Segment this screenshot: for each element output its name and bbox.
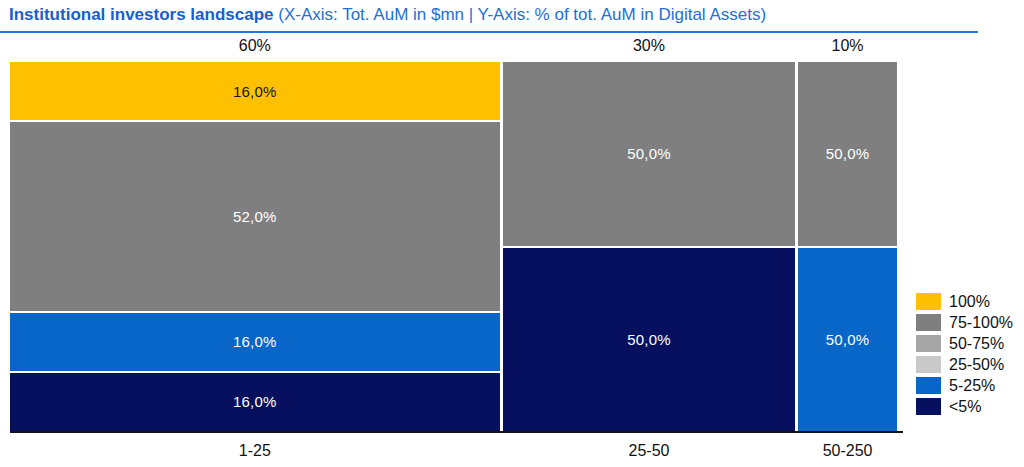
legend-swatch [916, 293, 941, 310]
x-axis-tick-label: 50-250 [798, 431, 896, 461]
column-bars: 50,0% 50,0% [798, 62, 896, 431]
segment-value-label: 52,0% [233, 208, 277, 225]
legend-label: 5-25% [949, 377, 995, 395]
segment-value-label: 50,0% [627, 331, 671, 348]
mosaic-segment-100%: 16,0% [10, 62, 500, 120]
segment-value-label: 16,0% [233, 393, 277, 410]
segment-value-label: 50,0% [627, 145, 671, 162]
legend-item: 100% [916, 293, 1013, 310]
legend-swatch [916, 398, 941, 415]
mosaic-column-50-250: 10% 50,0% 50,0% 50-250 [798, 37, 896, 461]
legend-label: 50-75% [949, 335, 1004, 353]
mosaic-segment-5-25%: 16,0% [10, 313, 500, 371]
legend-swatch [916, 377, 941, 394]
legend-item: 50-75% [916, 335, 1013, 352]
x-axis-line [10, 431, 903, 433]
mosaic-segment-75-100%: 50,0% [798, 62, 896, 246]
legend-item: <5% [916, 398, 1013, 415]
chart-canvas: Institutional investors landscape (X-Axi… [0, 0, 1024, 467]
mosaic-columns: 60%16,0%52,0%16,0%16,0%1-2530%50,0%50,0%… [10, 37, 903, 461]
legend-swatch [916, 356, 941, 373]
legend-label: 75-100% [949, 314, 1013, 332]
legend: 100% 75-100% 50-75% 25-50% 5-25% <5% [916, 293, 1013, 415]
chart-title-main: Institutional investors landscape [9, 5, 274, 24]
chart-title-axis-note: (X-Axis: Tot. AuM in $mn | Y-Axis: % of … [274, 5, 767, 24]
column-bars: 16,0% 52,0% 16,0% 16,0% [10, 62, 500, 431]
segment-value-label: 50,0% [826, 331, 870, 348]
segment-value-label: 16,0% [233, 83, 277, 100]
column-width-label: 10% [798, 37, 896, 62]
legend-label: 25-50% [949, 356, 1004, 374]
mosaic-segment-5-25%: 50,0% [798, 248, 896, 432]
column-width-label: 60% [10, 37, 500, 62]
mosaic-plot: 60%16,0%52,0%16,0%16,0%1-2530%50,0%50,0%… [10, 37, 903, 461]
mosaic-segment-75-100%: 52,0% [10, 122, 500, 311]
mosaic-segment-<5%: 16,0% [10, 373, 500, 431]
mosaic-column-1-25: 60% 16,0% 52,0% 16,0% 16,0% 1-25 [10, 37, 500, 461]
mosaic-column-25-50: 30% 50,0% 50,0% 25-50 [503, 37, 796, 461]
legend-label: 100% [949, 293, 990, 311]
x-axis-tick-label: 1-25 [10, 431, 500, 461]
x-axis-tick-label: 25-50 [503, 431, 796, 461]
legend-item: 75-100% [916, 314, 1013, 331]
segment-value-label: 16,0% [233, 333, 277, 350]
mosaic-segment-75-100%: 50,0% [503, 62, 796, 246]
segment-value-label: 50,0% [826, 145, 870, 162]
legend-item: 25-50% [916, 356, 1013, 373]
column-width-label: 30% [503, 37, 796, 62]
legend-swatch [916, 335, 941, 352]
chart-title: Institutional investors landscape (X-Axi… [0, 0, 978, 33]
legend-swatch [916, 314, 941, 331]
mosaic-segment-<5%: 50,0% [503, 248, 796, 432]
legend-item: 5-25% [916, 377, 1013, 394]
legend-label: <5% [949, 398, 981, 416]
column-bars: 50,0% 50,0% [503, 62, 796, 431]
